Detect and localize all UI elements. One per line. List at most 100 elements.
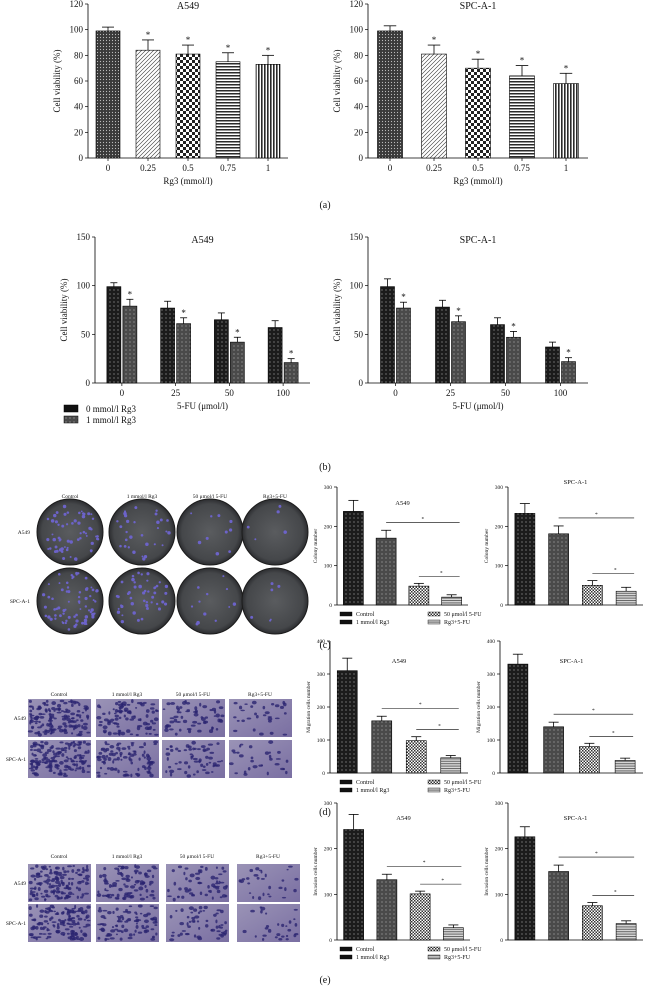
cell	[193, 934, 197, 938]
cell	[50, 713, 55, 717]
cell	[197, 937, 203, 941]
cell	[190, 724, 196, 727]
cell	[210, 929, 214, 932]
cell	[268, 895, 272, 898]
cell	[72, 893, 75, 895]
cell	[213, 715, 217, 717]
colony	[84, 532, 88, 535]
cell	[40, 740, 44, 744]
chart-c-right: SPC-A-1 0 100 200 300 Colony number * *	[484, 479, 643, 609]
cell	[192, 920, 196, 923]
cell	[76, 709, 81, 713]
cell	[189, 873, 195, 878]
y-axis-label: Colony number	[484, 529, 490, 564]
cell	[42, 927, 45, 931]
cell	[51, 877, 57, 881]
cell	[71, 732, 74, 735]
cell	[41, 866, 46, 871]
colony	[54, 545, 58, 549]
cell	[116, 710, 121, 713]
cell	[78, 702, 81, 707]
cell	[50, 756, 56, 760]
y-tick-label: 0	[322, 771, 325, 777]
cell	[186, 709, 191, 712]
cell	[68, 923, 73, 926]
cell	[46, 878, 51, 883]
chart-c-left: A549 0 100 200 300 Colony number * *	[313, 485, 468, 609]
colony	[142, 591, 146, 595]
colony	[129, 535, 133, 539]
bar	[95, 30, 121, 159]
cell	[197, 911, 201, 915]
cell	[150, 928, 155, 931]
cell	[117, 916, 122, 921]
colony	[66, 586, 70, 589]
cell	[192, 720, 198, 724]
cell	[64, 724, 68, 728]
colony-dish	[36, 567, 104, 635]
x-tick-label: 0.75	[220, 163, 236, 173]
cell	[127, 745, 131, 749]
cell	[260, 764, 263, 767]
legend-swatch	[339, 619, 353, 625]
cell	[120, 702, 124, 706]
photo-column-label: Control	[51, 854, 68, 860]
cell	[150, 937, 156, 941]
cell	[47, 932, 52, 935]
chart-a-left: A549 0 20 40 60 80 100 120 Cell viability (%) 0 0.…	[52, 0, 288, 186]
cell	[36, 872, 41, 876]
bar	[421, 53, 447, 159]
photo-row-label: A549	[14, 716, 26, 722]
colony	[159, 518, 163, 522]
cell	[293, 888, 297, 893]
cell	[175, 747, 179, 751]
cell	[30, 936, 36, 939]
cell	[40, 713, 46, 715]
cell	[77, 746, 82, 750]
cell	[30, 748, 33, 751]
bar	[230, 341, 245, 384]
colony	[90, 541, 94, 546]
colony	[90, 513, 93, 516]
cell	[121, 877, 127, 881]
bar	[135, 49, 161, 159]
colony	[57, 523, 60, 526]
cell	[138, 886, 144, 891]
colony	[84, 605, 88, 608]
cell	[281, 923, 285, 928]
cell	[38, 922, 44, 925]
colony	[222, 575, 225, 578]
legend-label: Control	[356, 947, 375, 953]
cell	[129, 733, 134, 736]
cell	[118, 716, 122, 720]
cell	[178, 728, 182, 732]
colony	[43, 605, 47, 609]
cell	[188, 888, 192, 892]
colony	[62, 504, 67, 509]
colony	[123, 511, 127, 516]
cell	[84, 892, 89, 895]
cell	[261, 938, 265, 941]
x-tick-label: 50	[225, 388, 235, 398]
transwell-image	[96, 699, 159, 737]
dish-plate	[36, 567, 104, 635]
significance-star: *	[401, 292, 406, 302]
cell	[152, 921, 158, 924]
cell	[76, 914, 80, 918]
colony	[276, 510, 280, 514]
transwell-image	[96, 904, 159, 942]
cell	[53, 884, 60, 887]
colony	[119, 544, 122, 548]
colony	[75, 619, 79, 623]
cell	[51, 906, 55, 909]
cell	[202, 765, 206, 768]
y-tick-label: 50	[81, 329, 91, 339]
colony	[65, 523, 69, 526]
colony	[278, 504, 282, 508]
cell	[76, 868, 81, 872]
cell	[70, 881, 74, 886]
transwell-image	[27, 699, 91, 737]
cell	[136, 702, 141, 705]
cell	[233, 701, 238, 705]
colony	[85, 623, 88, 626]
